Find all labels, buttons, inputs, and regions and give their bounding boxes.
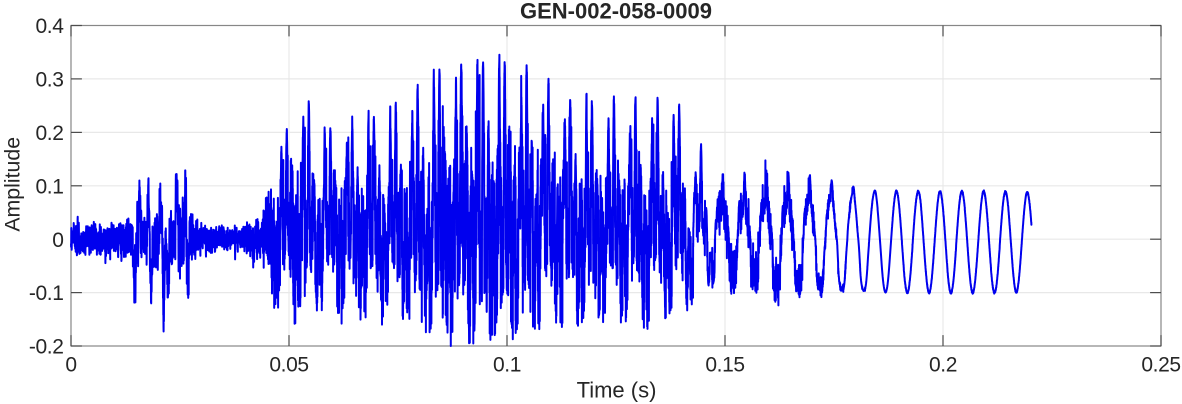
svg-text:0: 0 xyxy=(65,353,76,376)
svg-text:0.1: 0.1 xyxy=(493,353,521,376)
svg-text:-0.2: -0.2 xyxy=(29,336,64,359)
svg-text:0.2: 0.2 xyxy=(36,122,64,145)
svg-text:Amplitude: Amplitude xyxy=(1,137,25,232)
svg-text:0.1: 0.1 xyxy=(36,175,64,198)
svg-text:0.2: 0.2 xyxy=(929,353,957,376)
svg-text:0.15: 0.15 xyxy=(705,353,744,376)
svg-text:0.3: 0.3 xyxy=(36,69,64,92)
svg-text:-0.1: -0.1 xyxy=(29,282,64,305)
svg-text:0: 0 xyxy=(52,229,63,252)
svg-text:Time (s): Time (s) xyxy=(577,378,657,403)
svg-text:GEN-002-058-0009: GEN-002-058-0009 xyxy=(520,0,712,23)
svg-text:0.05: 0.05 xyxy=(269,353,308,376)
svg-text:0.4: 0.4 xyxy=(36,15,65,38)
svg-text:0.25: 0.25 xyxy=(1141,353,1180,376)
